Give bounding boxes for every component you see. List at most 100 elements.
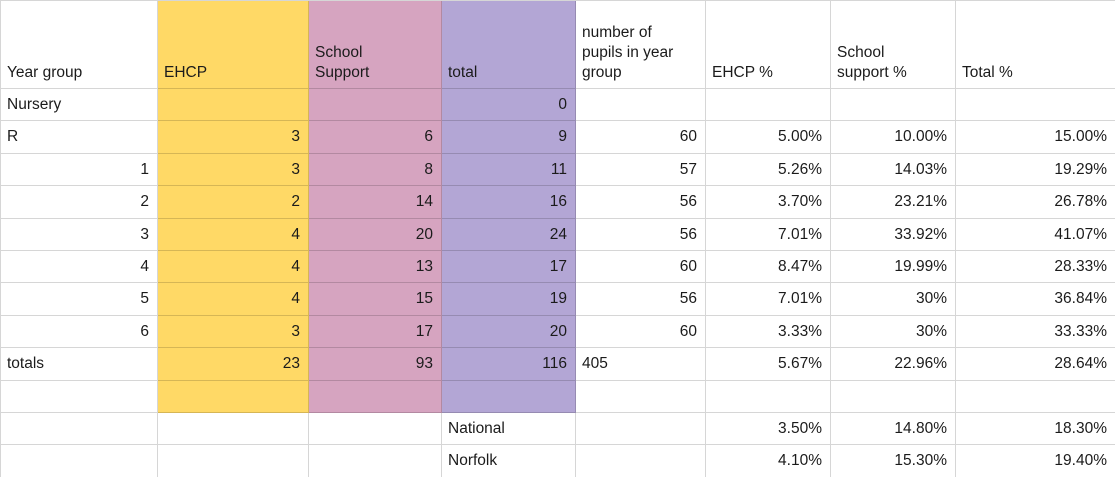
table-cell[interactable]: 14.03% [831, 153, 956, 187]
column-header-pupils-in-year-group[interactable]: number of pupils in year group [576, 1, 706, 89]
table-cell[interactable]: 14.80% [831, 413, 956, 446]
row-header-cell[interactable] [1, 413, 158, 446]
table-cell[interactable]: 4 [158, 283, 309, 316]
column-header-school-support-pct[interactable]: School support % [831, 1, 956, 89]
table-cell[interactable]: 8.47% [706, 251, 831, 284]
row-header-cell[interactable]: R [1, 121, 158, 154]
table-cell[interactable] [831, 380, 956, 414]
table-cell[interactable] [576, 380, 706, 414]
table-cell[interactable] [158, 445, 309, 477]
row-header-cell[interactable]: 1 [1, 153, 158, 187]
table-cell[interactable]: 28.33% [956, 251, 1115, 284]
table-cell[interactable]: 20 [442, 315, 576, 349]
table-cell[interactable] [706, 89, 831, 122]
table-cell[interactable]: 20 [309, 218, 442, 252]
table-cell[interactable]: 41.07% [956, 219, 1115, 252]
table-cell[interactable]: 30% [831, 315, 956, 349]
table-cell[interactable]: 22.96% [831, 348, 956, 381]
column-header-year-group[interactable]: Year group [1, 1, 158, 89]
row-header-cell[interactable]: 5 [1, 283, 158, 316]
table-cell[interactable]: Norfolk [442, 445, 576, 477]
table-cell[interactable]: 3.50% [706, 413, 831, 446]
table-cell[interactable]: 18.30% [956, 413, 1115, 446]
table-cell[interactable] [158, 89, 309, 122]
table-cell[interactable] [576, 445, 706, 477]
table-cell[interactable]: 56 [576, 186, 706, 219]
table-cell[interactable]: 19.99% [831, 251, 956, 284]
table-cell[interactable]: 3.70% [706, 186, 831, 219]
table-cell[interactable] [309, 413, 442, 446]
table-cell[interactable]: 56 [576, 218, 706, 252]
table-cell[interactable]: 60 [576, 121, 706, 154]
table-cell[interactable]: 5.67% [706, 348, 831, 381]
table-cell[interactable]: 3 [158, 153, 309, 187]
table-cell[interactable] [956, 381, 1115, 414]
table-cell[interactable] [309, 445, 442, 477]
table-cell[interactable] [831, 89, 956, 122]
table-cell[interactable]: 13 [309, 251, 442, 284]
table-cell[interactable]: 2 [158, 186, 309, 219]
table-cell[interactable]: 60 [576, 251, 706, 284]
table-cell[interactable] [442, 380, 576, 414]
table-cell[interactable]: 24 [442, 218, 576, 252]
row-header-cell[interactable] [1, 445, 158, 477]
table-cell[interactable]: 33.33% [956, 316, 1115, 349]
table-cell[interactable] [576, 413, 706, 446]
row-header-cell[interactable] [1, 380, 158, 414]
table-cell[interactable]: 3.33% [706, 315, 831, 349]
table-cell[interactable]: 36.84% [956, 283, 1115, 316]
table-cell[interactable]: 5.00% [706, 121, 831, 154]
table-cell[interactable]: 10.00% [831, 121, 956, 154]
table-cell[interactable]: 33.92% [831, 218, 956, 252]
row-header-cell[interactable]: 4 [1, 251, 158, 284]
table-cell[interactable]: 15.30% [831, 445, 956, 477]
table-cell[interactable]: 16 [442, 186, 576, 219]
table-cell[interactable]: 17 [309, 315, 442, 349]
table-cell[interactable]: 0 [442, 89, 576, 122]
column-header-total[interactable]: total [442, 1, 576, 89]
table-cell[interactable]: 4 [158, 218, 309, 252]
table-cell[interactable]: 116 [442, 348, 576, 381]
column-header-total-pct[interactable]: Total % [956, 1, 1115, 89]
table-cell[interactable]: 17 [442, 251, 576, 284]
row-header-cell[interactable]: 3 [1, 218, 158, 252]
column-header-school-support[interactable]: School Support [309, 1, 442, 89]
row-header-cell[interactable]: 6 [1, 315, 158, 349]
row-header-cell[interactable]: Nursery [1, 89, 158, 122]
table-cell[interactable]: 405 [576, 348, 706, 381]
table-cell[interactable] [158, 380, 309, 414]
table-cell[interactable] [576, 89, 706, 122]
table-cell[interactable] [706, 380, 831, 414]
table-cell[interactable]: 6 [309, 121, 442, 154]
table-cell[interactable]: 93 [309, 348, 442, 381]
table-cell[interactable]: 19 [442, 283, 576, 316]
table-cell[interactable] [309, 380, 442, 414]
table-cell[interactable]: 28.64% [956, 348, 1115, 381]
table-cell[interactable]: 23 [158, 348, 309, 381]
row-header-cell[interactable]: 2 [1, 186, 158, 219]
table-cell[interactable]: National [442, 413, 576, 446]
table-cell[interactable]: 8 [309, 153, 442, 187]
table-cell[interactable]: 3 [158, 315, 309, 349]
table-cell[interactable] [158, 413, 309, 446]
table-cell[interactable]: 56 [576, 283, 706, 316]
table-cell[interactable]: 7.01% [706, 218, 831, 252]
column-header-ehcp-pct[interactable]: EHCP % [706, 1, 831, 89]
row-header-cell[interactable]: totals [1, 348, 158, 381]
table-cell[interactable]: 60 [576, 315, 706, 349]
table-cell[interactable] [309, 89, 442, 122]
table-cell[interactable]: 7.01% [706, 283, 831, 316]
table-cell[interactable]: 14 [309, 186, 442, 219]
table-cell[interactable]: 15.00% [956, 121, 1115, 154]
table-cell[interactable]: 26.78% [956, 186, 1115, 219]
table-cell[interactable]: 30% [831, 283, 956, 316]
table-cell[interactable]: 5.26% [706, 153, 831, 187]
table-cell[interactable]: 57 [576, 153, 706, 187]
table-cell[interactable]: 3 [158, 121, 309, 154]
table-cell[interactable]: 23.21% [831, 186, 956, 219]
table-cell[interactable]: 4.10% [706, 445, 831, 477]
table-cell[interactable] [956, 89, 1115, 122]
column-header-ehcp[interactable]: EHCP [158, 1, 309, 89]
table-cell[interactable]: 4 [158, 251, 309, 284]
table-cell[interactable]: 19.29% [956, 154, 1115, 187]
